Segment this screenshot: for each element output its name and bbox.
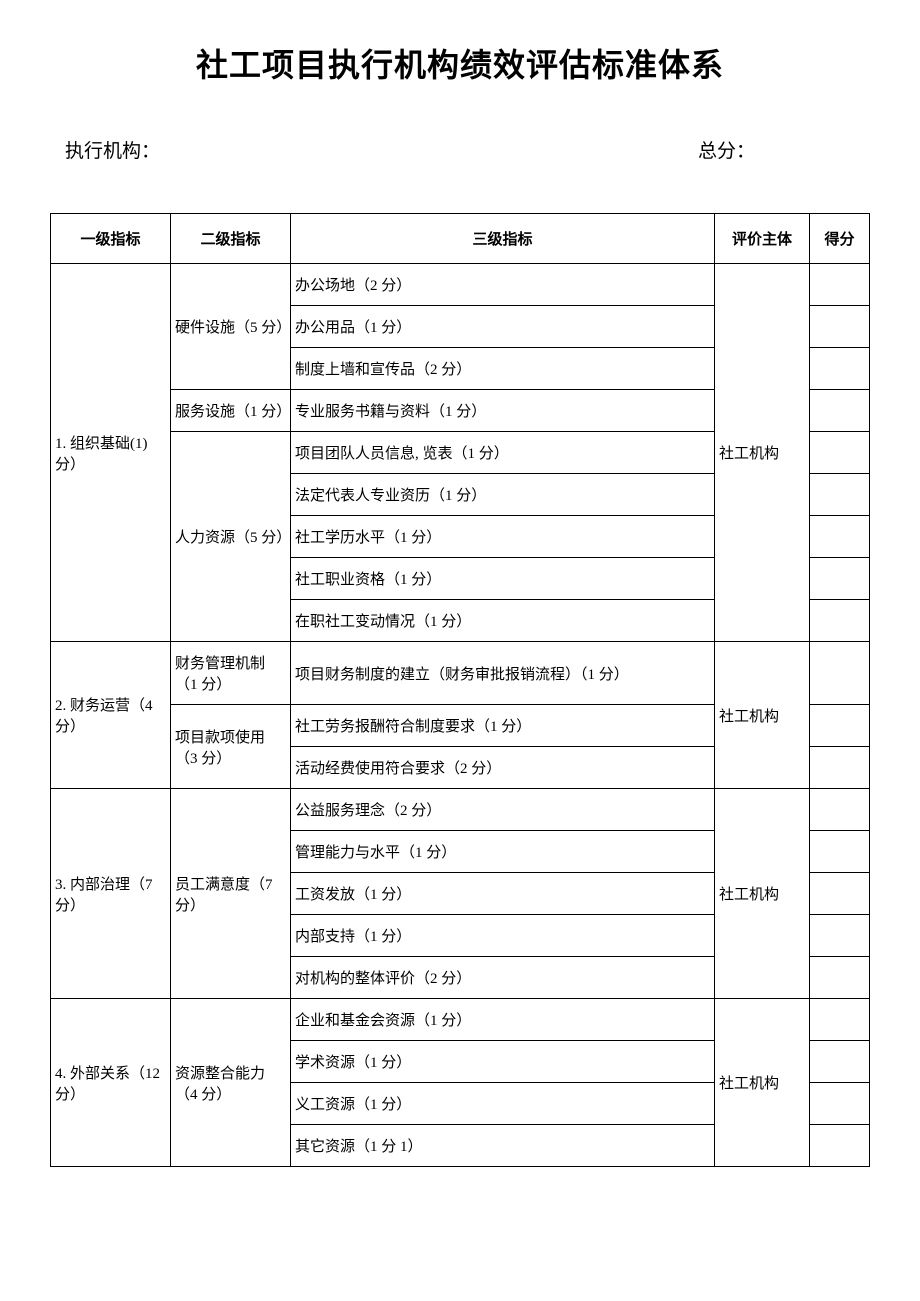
table-row: 2. 财务运营（4 分）财务管理机制（1 分）项目财务制度的建立（财务审批报销流… <box>51 642 870 705</box>
level3-cell: 在职社工变动情况（1 分） <box>291 600 715 642</box>
level3-cell: 活动经费使用符合要求（2 分） <box>291 747 715 789</box>
score-cell <box>810 1041 870 1083</box>
document-title: 社工项目执行机构绩效评估标准体系 <box>50 40 870 86</box>
score-cell <box>810 705 870 747</box>
table-row: 4. 外部关系（12 分）资源整合能力（4 分）企业和基金会资源（1 分）社工机… <box>51 999 870 1041</box>
executing-org-label: 执行机构： <box>65 136 698 163</box>
header-eval-subject: 评价主体 <box>715 214 810 264</box>
eval-subject-cell: 社工机构 <box>715 789 810 999</box>
level2-cell: 员工满意度（7 分） <box>171 789 291 999</box>
score-cell <box>810 957 870 999</box>
level3-cell: 义工资源（1 分） <box>291 1083 715 1125</box>
level3-cell: 学术资源（1 分） <box>291 1041 715 1083</box>
score-cell <box>810 1083 870 1125</box>
score-cell <box>810 747 870 789</box>
score-cell <box>810 915 870 957</box>
score-cell <box>810 264 870 306</box>
level3-cell: 企业和基金会资源（1 分） <box>291 999 715 1041</box>
level3-cell: 项目团队人员信息, 览表（1 分） <box>291 432 715 474</box>
level3-cell: 办公场地（2 分） <box>291 264 715 306</box>
score-cell <box>810 600 870 642</box>
level2-cell: 项目款项使用（3 分） <box>171 705 291 789</box>
level2-cell: 财务管理机制（1 分） <box>171 642 291 705</box>
score-cell <box>810 306 870 348</box>
level2-cell: 服务设施（1 分） <box>171 390 291 432</box>
header-score: 得分 <box>810 214 870 264</box>
level2-cell: 资源整合能力（4 分） <box>171 999 291 1167</box>
level3-cell: 办公用品（1 分） <box>291 306 715 348</box>
level3-cell: 工资发放（1 分） <box>291 873 715 915</box>
eval-subject-cell: 社工机构 <box>715 264 810 642</box>
score-cell <box>810 642 870 705</box>
header-level1: 一级指标 <box>51 214 171 264</box>
level3-cell: 制度上墙和宣传品（2 分） <box>291 348 715 390</box>
score-cell <box>810 432 870 474</box>
level1-cell: 3. 内部治理（7 分） <box>51 789 171 999</box>
score-cell <box>810 831 870 873</box>
header-row: 执行机构： 总分： <box>50 136 870 163</box>
table-header-row: 一级指标 二级指标 三级指标 评价主体 得分 <box>51 214 870 264</box>
table-row: 3. 内部治理（7 分）员工满意度（7 分）公益服务理念（2 分）社工机构 <box>51 789 870 831</box>
level2-cell: 硬件设施（5 分） <box>171 264 291 390</box>
score-cell <box>810 516 870 558</box>
level3-cell: 内部支持（1 分） <box>291 915 715 957</box>
level3-cell: 其它资源（1 分 1） <box>291 1125 715 1167</box>
level3-cell: 项目财务制度的建立（财务审批报销流程）（1 分） <box>291 642 715 705</box>
level3-cell: 社工学历水平（1 分） <box>291 516 715 558</box>
score-cell <box>810 474 870 516</box>
level3-cell: 社工劳务报酬符合制度要求（1 分） <box>291 705 715 747</box>
score-cell <box>810 999 870 1041</box>
evaluation-table: 一级指标 二级指标 三级指标 评价主体 得分 1. 组织基础(1) 分）硬件设施… <box>50 213 870 1167</box>
level3-cell: 对机构的整体评价（2 分） <box>291 957 715 999</box>
level1-cell: 2. 财务运营（4 分） <box>51 642 171 789</box>
level2-cell: 人力资源（5 分） <box>171 432 291 642</box>
level1-cell: 1. 组织基础(1) 分） <box>51 264 171 642</box>
eval-subject-cell: 社工机构 <box>715 642 810 789</box>
level3-cell: 专业服务书籍与资料（1 分） <box>291 390 715 432</box>
score-cell <box>810 390 870 432</box>
level1-cell: 4. 外部关系（12 分） <box>51 999 171 1167</box>
table-row: 1. 组织基础(1) 分）硬件设施（5 分）办公场地（2 分）社工机构 <box>51 264 870 306</box>
header-level2: 二级指标 <box>171 214 291 264</box>
score-cell <box>810 348 870 390</box>
level3-cell: 管理能力与水平（1 分） <box>291 831 715 873</box>
level3-cell: 公益服务理念（2 分） <box>291 789 715 831</box>
score-cell <box>810 1125 870 1167</box>
level3-cell: 社工职业资格（1 分） <box>291 558 715 600</box>
score-cell <box>810 558 870 600</box>
eval-subject-cell: 社工机构 <box>715 999 810 1167</box>
header-level3: 三级指标 <box>291 214 715 264</box>
score-cell <box>810 789 870 831</box>
score-cell <box>810 873 870 915</box>
level3-cell: 法定代表人专业资历（1 分） <box>291 474 715 516</box>
total-score-label: 总分： <box>698 136 755 163</box>
